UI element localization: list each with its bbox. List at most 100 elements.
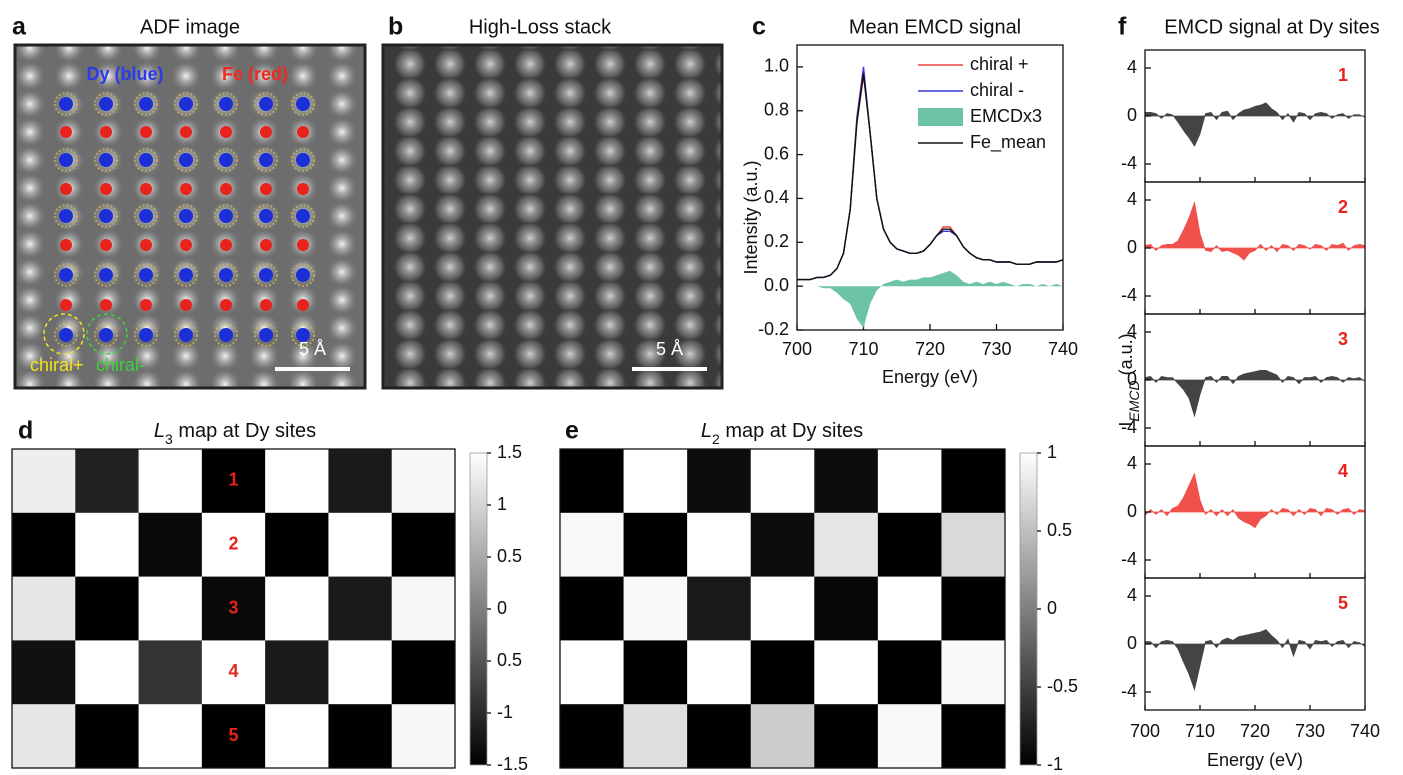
- dy-atom: [59, 209, 73, 223]
- chiral-plus-ring: [43, 313, 85, 355]
- site-label: 3: [1338, 329, 1348, 349]
- site-ring: [291, 323, 315, 347]
- site-label: 4: [228, 661, 238, 681]
- heatmap-cell: [750, 576, 815, 641]
- dy-atom: [219, 268, 233, 282]
- y-axis-label: Intensity (a.u.): [741, 160, 761, 274]
- y-tick-label: -4: [1121, 681, 1137, 701]
- heatmap-cell: [750, 704, 815, 769]
- heatmap-cell: [877, 576, 942, 641]
- dy-atom: [179, 328, 193, 342]
- heatmap-cell: [687, 640, 752, 705]
- site-ring: [291, 148, 315, 172]
- fe-atom: [100, 299, 112, 311]
- heatmap-cell: [75, 449, 140, 514]
- chiral-minus-ring: [86, 313, 128, 355]
- area: [797, 270, 1063, 328]
- site-ring: [54, 92, 78, 116]
- scale-label: 5 Å: [656, 339, 683, 359]
- heatmap-cell: [328, 449, 393, 514]
- dy-atom: [296, 268, 310, 282]
- heatmap-cell: [750, 640, 815, 705]
- site-ring: [214, 92, 238, 116]
- site-ring: [291, 204, 315, 228]
- dy-atom: [139, 209, 153, 223]
- site-ring: [254, 92, 278, 116]
- heatmap-cell: [201, 576, 266, 641]
- heatmap-cell: [877, 512, 942, 578]
- dy-atom: [259, 268, 273, 282]
- y-tick-label: 0: [1127, 105, 1137, 125]
- heatmap-cell: [623, 449, 688, 514]
- x-tick-label: 710: [848, 339, 878, 359]
- heatmap-cell: [75, 576, 140, 641]
- heatmap-cell: [687, 449, 752, 514]
- heatmap-cell: [12, 576, 76, 641]
- heatmap-cell: [391, 704, 456, 769]
- heatmap-cell: [75, 704, 140, 769]
- dy-atom: [259, 328, 273, 342]
- x-tick-label: 700: [782, 339, 812, 359]
- site-ring: [214, 263, 238, 287]
- site-ring: [134, 92, 158, 116]
- y-tick-label: 0: [1127, 237, 1137, 257]
- colorbar-tick-label: 0.5: [1047, 520, 1072, 540]
- fe-atom: [140, 299, 152, 311]
- site-label: 1: [1338, 65, 1348, 85]
- site-ring: [291, 263, 315, 287]
- heatmap-cell: [138, 576, 203, 641]
- heatmap-cell: [560, 640, 625, 705]
- y-tick-label: -4: [1121, 417, 1137, 437]
- site-ring: [54, 263, 78, 287]
- fe-atom: [297, 183, 309, 195]
- colorbar-tick-label: 1: [497, 494, 507, 514]
- y-tick-label: -4: [1121, 285, 1137, 305]
- site-ring: [134, 204, 158, 228]
- site-ring: [214, 204, 238, 228]
- fe-atom: [260, 299, 272, 311]
- colorbar: [469, 452, 488, 766]
- fe-atom: [60, 126, 72, 138]
- panel-label: d: [18, 417, 33, 445]
- panel-title-part: L: [701, 420, 712, 442]
- site-ring: [174, 92, 198, 116]
- site-ring: [214, 148, 238, 172]
- heatmap-cell: [877, 640, 942, 705]
- dy-atom: [59, 153, 73, 167]
- y-axis-label-part: EMCD: [1126, 380, 1142, 421]
- heatmap-cell: [623, 512, 688, 578]
- fe-atom: [140, 239, 152, 251]
- heatmap-frame: [559, 448, 1006, 769]
- heatmap-cell: [814, 512, 879, 578]
- dy-atom: [179, 97, 193, 111]
- dy-atom: [296, 209, 310, 223]
- site-ring: [214, 323, 238, 347]
- heatmap-cell: [560, 449, 625, 514]
- heatmap-cell: [391, 449, 456, 514]
- y-tick-label: 0.2: [764, 231, 789, 251]
- fe-atom: [100, 183, 112, 195]
- heatmap-cell: [201, 512, 266, 578]
- panel-title: High-Loss stack: [469, 16, 612, 38]
- dy-atom: [99, 153, 113, 167]
- site-ring: [254, 204, 278, 228]
- dy-atom: [99, 268, 113, 282]
- panel-title: EMCD signal at Dy sites: [1164, 16, 1380, 38]
- dy-atom: [59, 268, 73, 282]
- panel-title: L3 map at Dy sites: [154, 420, 316, 446]
- site-ring: [254, 148, 278, 172]
- colorbar: [1019, 452, 1038, 766]
- panel-label: c: [752, 13, 766, 41]
- plot-frame: [796, 44, 1064, 331]
- site-ring: [94, 263, 118, 287]
- y-axis-label-part: (a.u.): [1116, 333, 1136, 380]
- site-ring: [54, 204, 78, 228]
- fe-atom: [220, 239, 232, 251]
- dy-atom: [179, 209, 193, 223]
- fe-atom: [220, 126, 232, 138]
- heatmap-cell: [877, 449, 942, 514]
- area: [1144, 629, 1366, 692]
- dy-atom: [139, 97, 153, 111]
- heatmap-cell: [750, 449, 815, 514]
